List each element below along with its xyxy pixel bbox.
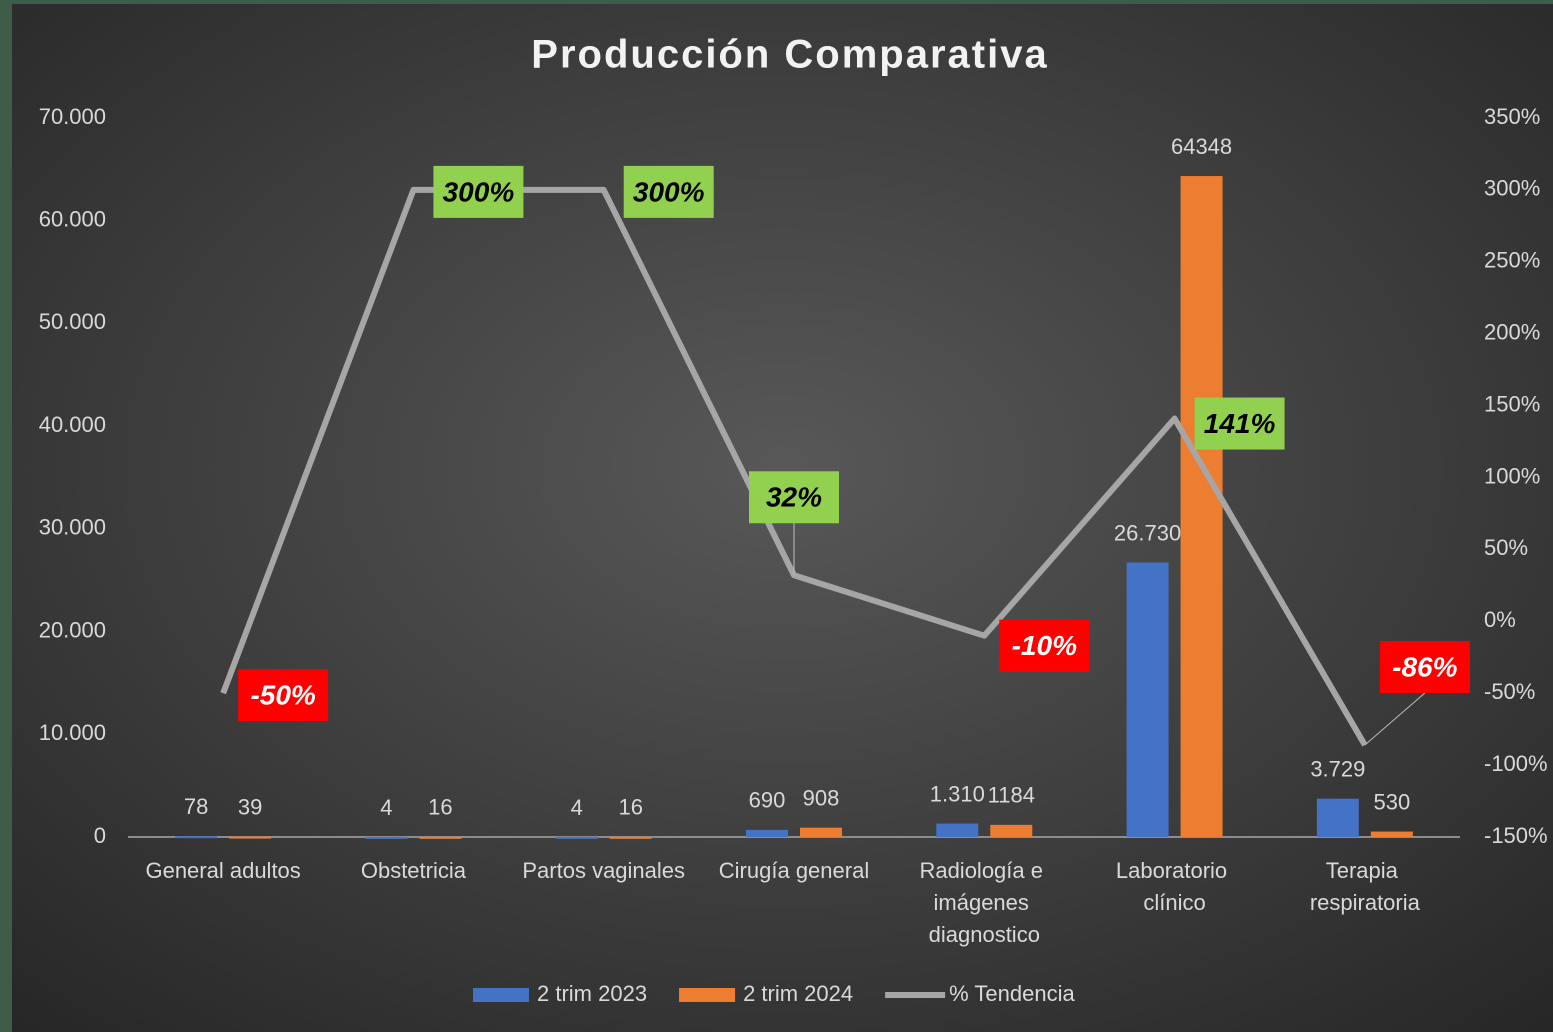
chart-title: Producción Comparativa bbox=[531, 33, 1048, 77]
y2-tick-label: 350% bbox=[1484, 104, 1540, 129]
x-tick-label: Obstetricia bbox=[361, 858, 467, 883]
y-tick-label: 10.000 bbox=[39, 720, 106, 745]
legend-swatch bbox=[679, 988, 736, 1002]
bar bbox=[746, 829, 788, 837]
bar bbox=[1370, 831, 1413, 837]
y-tick-label: 30.000 bbox=[39, 515, 106, 540]
percent-label-box bbox=[1194, 397, 1285, 450]
bar-value-label: 78 bbox=[184, 794, 208, 819]
y2-tick-label: 300% bbox=[1484, 176, 1540, 201]
bar-value-label: 908 bbox=[803, 785, 840, 810]
x-tick-label: General adultos bbox=[145, 858, 300, 883]
y-tick-label: 40.000 bbox=[39, 412, 106, 437]
legend-swatch bbox=[473, 988, 529, 1002]
y2-tick-label: 250% bbox=[1484, 248, 1540, 273]
y2-tick-label: 0% bbox=[1484, 607, 1516, 632]
percent-label: -86% bbox=[1392, 651, 1457, 682]
x-tick-label: Laboratorio clínico bbox=[1116, 858, 1233, 915]
x-tick-label: Cirugía general bbox=[719, 858, 869, 883]
x-tick-label: Radiología e imágenes diagnostico bbox=[919, 858, 1049, 947]
bar-value-label: 530 bbox=[1373, 789, 1410, 814]
x-tick-label: Terapia respiratoria bbox=[1310, 858, 1421, 915]
bar-value-label: 64348 bbox=[1171, 134, 1232, 159]
bar-value-label: 16 bbox=[428, 795, 452, 820]
bar bbox=[936, 823, 979, 837]
bar bbox=[229, 836, 272, 839]
x-tick-label: Partos vaginales bbox=[522, 858, 685, 883]
y-tick-label: 70.000 bbox=[39, 104, 106, 129]
y-tick-label: 50.000 bbox=[39, 309, 106, 334]
bar-value-label: 1.310 bbox=[930, 781, 985, 806]
y2-tick-label: 150% bbox=[1484, 391, 1540, 416]
bar bbox=[1180, 176, 1223, 838]
percent-label-box bbox=[433, 165, 524, 218]
bar-value-label: 26.730 bbox=[1114, 520, 1181, 545]
percent-label: 300% bbox=[633, 176, 705, 207]
y-tick-label: 20.000 bbox=[39, 617, 106, 642]
percent-label-box bbox=[999, 619, 1090, 672]
percent-label-box bbox=[623, 165, 714, 218]
percent-label: 32% bbox=[766, 482, 822, 513]
bar-value-label: 4 bbox=[571, 795, 583, 820]
bar bbox=[175, 836, 218, 839]
percent-label: -10% bbox=[1012, 630, 1077, 661]
bar-value-label: 39 bbox=[238, 794, 262, 819]
y2-tick-label: -100% bbox=[1484, 751, 1548, 776]
y-tick-label: 60.000 bbox=[39, 207, 106, 232]
bar-value-label: 690 bbox=[749, 788, 786, 813]
percent-label-box bbox=[238, 669, 329, 722]
bar bbox=[800, 827, 842, 837]
legend-label: 2 trim 2023 bbox=[537, 981, 647, 1006]
bar bbox=[1126, 562, 1169, 837]
y2-tick-label: 100% bbox=[1484, 463, 1540, 488]
percent-label-box bbox=[1379, 640, 1470, 693]
leader-line bbox=[1364, 692, 1426, 746]
y2-tick-label: 200% bbox=[1484, 320, 1540, 345]
bar bbox=[555, 836, 598, 839]
bar-value-label: 3.729 bbox=[1310, 757, 1365, 782]
percent-label-box bbox=[749, 471, 839, 524]
bar bbox=[609, 836, 652, 839]
legend-label: 2 trim 2024 bbox=[743, 981, 853, 1006]
bar bbox=[990, 824, 1033, 837]
bar-value-label: 1184 bbox=[988, 783, 1035, 808]
percent-label: 141% bbox=[1204, 408, 1276, 439]
y2-tick-label: -50% bbox=[1484, 679, 1535, 704]
bar bbox=[365, 836, 408, 839]
y2-tick-label: 50% bbox=[1484, 535, 1528, 560]
percent-label: 300% bbox=[443, 176, 515, 207]
bar-value-label: 16 bbox=[618, 795, 642, 820]
bar-value-label: 4 bbox=[380, 795, 392, 820]
bar bbox=[419, 836, 462, 839]
percent-label: -50% bbox=[250, 680, 315, 711]
y-tick-label: 0 bbox=[94, 823, 106, 848]
y2-tick-label: -150% bbox=[1484, 823, 1548, 848]
bar bbox=[1316, 798, 1359, 837]
legend-label: % Tendencia bbox=[949, 981, 1075, 1006]
